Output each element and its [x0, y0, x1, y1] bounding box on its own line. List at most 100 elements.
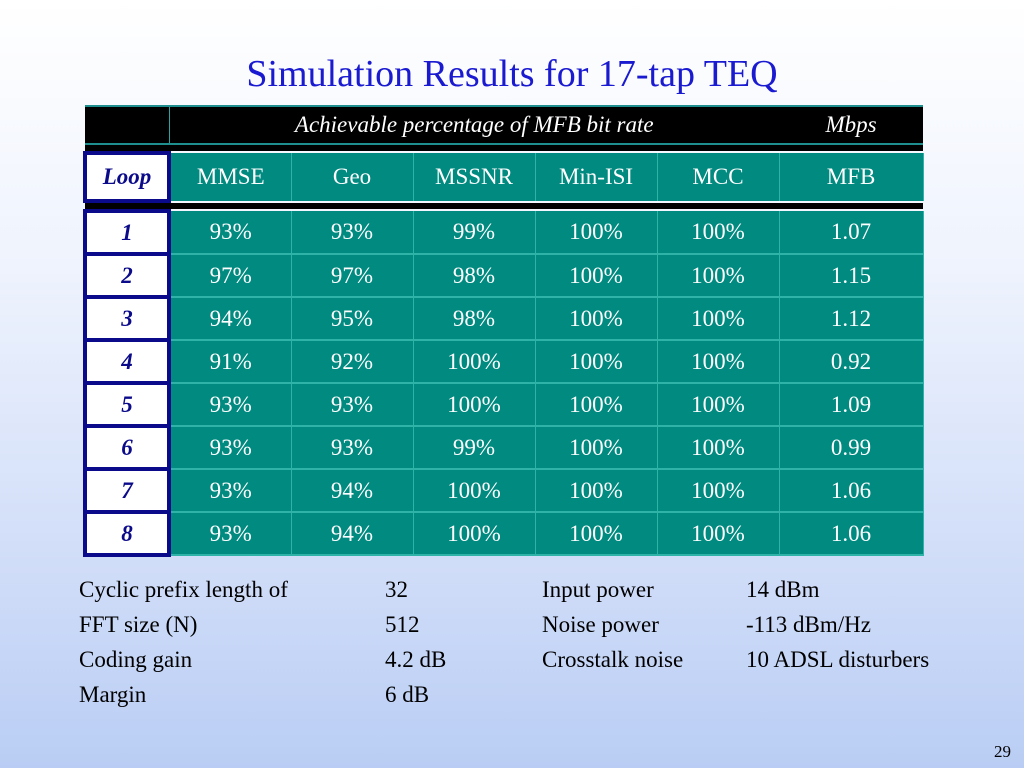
column-header-min-isi: Min-ISI: [535, 153, 658, 201]
table-cell: 100%: [657, 512, 780, 556]
table-cell: 100%: [657, 383, 780, 427]
parameter-value: [746, 677, 929, 712]
parameter-value: 32: [385, 576, 408, 602]
loop-cell: 8: [83, 510, 171, 557]
loop-cell: 1: [83, 209, 171, 256]
table-cell: 95%: [291, 297, 414, 341]
table-row: 4 91% 92% 100% 100% 100% 0.92: [83, 338, 924, 385]
column-header-geo: Geo: [291, 153, 414, 201]
table-cell: 99%: [413, 211, 536, 255]
table-cell: 93%: [169, 383, 292, 427]
parameter-value: 14 dBm: [746, 576, 820, 602]
table-row: 2 97% 97% 98% 100% 100% 1.15: [83, 252, 924, 299]
table-cell: 100%: [535, 297, 658, 341]
loop-cell: 2: [83, 252, 171, 299]
column-header-mfb: MFB: [779, 153, 924, 201]
table-row: 8 93% 94% 100% 100% 100% 1.06: [83, 510, 924, 557]
loop-cell: 4: [83, 338, 171, 385]
simulation-parameters: Cyclic prefix length of 32 Input power 1…: [79, 572, 929, 712]
page-number: 29: [994, 742, 1011, 761]
parameter-label: Cyclic prefix length of: [79, 576, 288, 602]
table-cell: 100%: [535, 383, 658, 427]
table-cell: 100%: [657, 297, 780, 341]
table-cell: 100%: [413, 512, 536, 556]
slide-title: Simulation Results for 17-tap TEQ: [246, 53, 778, 95]
table-cell: 100%: [657, 254, 780, 298]
table-super-header: Achievable percentage of MFB bit rate Mb…: [85, 105, 923, 145]
table-cell: 1.12: [779, 297, 924, 341]
table-cell: 98%: [413, 254, 536, 298]
header-gap: [85, 144, 923, 153]
table-cell: 93%: [169, 211, 292, 255]
super-header-blank: [85, 105, 170, 145]
parameter-label: FFT size (N): [79, 611, 198, 637]
table-cell: 0.99: [779, 426, 924, 470]
table-cell: 97%: [169, 254, 292, 298]
parameter-row: Coding gain 4.2 dB Crosstalk noise 10 AD…: [79, 642, 929, 677]
column-header-mmse: MMSE: [169, 153, 292, 201]
table-cell: 94%: [291, 469, 414, 513]
column-header-mcc: MCC: [657, 153, 780, 201]
table-cell: 100%: [535, 340, 658, 384]
table-cell: 100%: [535, 426, 658, 470]
table-cell: 93%: [291, 383, 414, 427]
table-cell: 1.09: [779, 383, 924, 427]
table-cell: 92%: [291, 340, 414, 384]
loop-cell: 7: [83, 467, 171, 514]
table-cell: 93%: [291, 426, 414, 470]
table-cell: 1.15: [779, 254, 924, 298]
table-cell: 99%: [413, 426, 536, 470]
table-cell: 91%: [169, 340, 292, 384]
table-cell: 100%: [535, 469, 658, 513]
parameter-value: 6 dB: [385, 681, 430, 707]
parameter-label: Input power: [542, 576, 654, 602]
table-cell: 97%: [291, 254, 414, 298]
parameter-label: Coding gain: [79, 646, 193, 672]
parameter-row: Cyclic prefix length of 32 Input power 1…: [79, 572, 929, 607]
super-header-percentage: Achievable percentage of MFB bit rate: [169, 105, 779, 145]
parameter-value: -113 dBm/Hz: [746, 611, 871, 637]
table-header-row: Loop MMSE Geo MSSNR Min-ISI MCC MFB: [83, 151, 924, 203]
parameter-value: 512: [385, 611, 420, 637]
table-cell: 93%: [169, 512, 292, 556]
super-header-mbps: Mbps: [779, 105, 923, 145]
column-header-mssnr: MSSNR: [413, 153, 536, 201]
parameter-value: 10 ADSL disturbers: [746, 646, 930, 672]
parameter-value: 4.2 dB: [385, 646, 447, 672]
table-cell: 100%: [535, 254, 658, 298]
table-cell: 93%: [169, 469, 292, 513]
parameter-label: Noise power: [542, 611, 659, 637]
table-cell: 1.06: [779, 469, 924, 513]
parameter-row: Margin 6 dB: [79, 677, 929, 712]
table-cell: 100%: [657, 211, 780, 255]
table-row: 1 93% 93% 99% 100% 100% 1.07: [83, 209, 924, 256]
table-cell: 98%: [413, 297, 536, 341]
results-table: Achievable percentage of MFB bit rate Mb…: [83, 105, 924, 557]
table-cell: 100%: [535, 211, 658, 255]
table-cell: 100%: [657, 340, 780, 384]
loop-cell: 6: [83, 424, 171, 471]
header-gap: [85, 201, 923, 211]
table-row: 5 93% 93% 100% 100% 100% 1.09: [83, 381, 924, 428]
table-cell: 100%: [535, 512, 658, 556]
table-cell: 100%: [657, 469, 780, 513]
table-cell: 93%: [169, 426, 292, 470]
table-cell: 100%: [413, 383, 536, 427]
table-row: 7 93% 94% 100% 100% 100% 1.06: [83, 467, 924, 514]
table-cell: 0.92: [779, 340, 924, 384]
parameter-row: FFT size (N) 512 Noise power -113 dBm/Hz: [79, 607, 929, 642]
parameter-label: [542, 677, 746, 712]
table-row: 3 94% 95% 98% 100% 100% 1.12: [83, 295, 924, 342]
table-cell: 1.07: [779, 211, 924, 255]
loop-cell: 5: [83, 381, 171, 428]
table-cell: 100%: [657, 426, 780, 470]
table-cell: 94%: [291, 512, 414, 556]
parameter-label: Margin: [79, 681, 147, 707]
table-cell: 94%: [169, 297, 292, 341]
table-cell: 1.06: [779, 512, 924, 556]
table-cell: 93%: [291, 211, 414, 255]
parameter-label: Crosstalk noise: [542, 646, 684, 672]
table-cell: 100%: [413, 340, 536, 384]
table-row: 6 93% 93% 99% 100% 100% 0.99: [83, 424, 924, 471]
column-header-loop: Loop: [83, 151, 171, 203]
